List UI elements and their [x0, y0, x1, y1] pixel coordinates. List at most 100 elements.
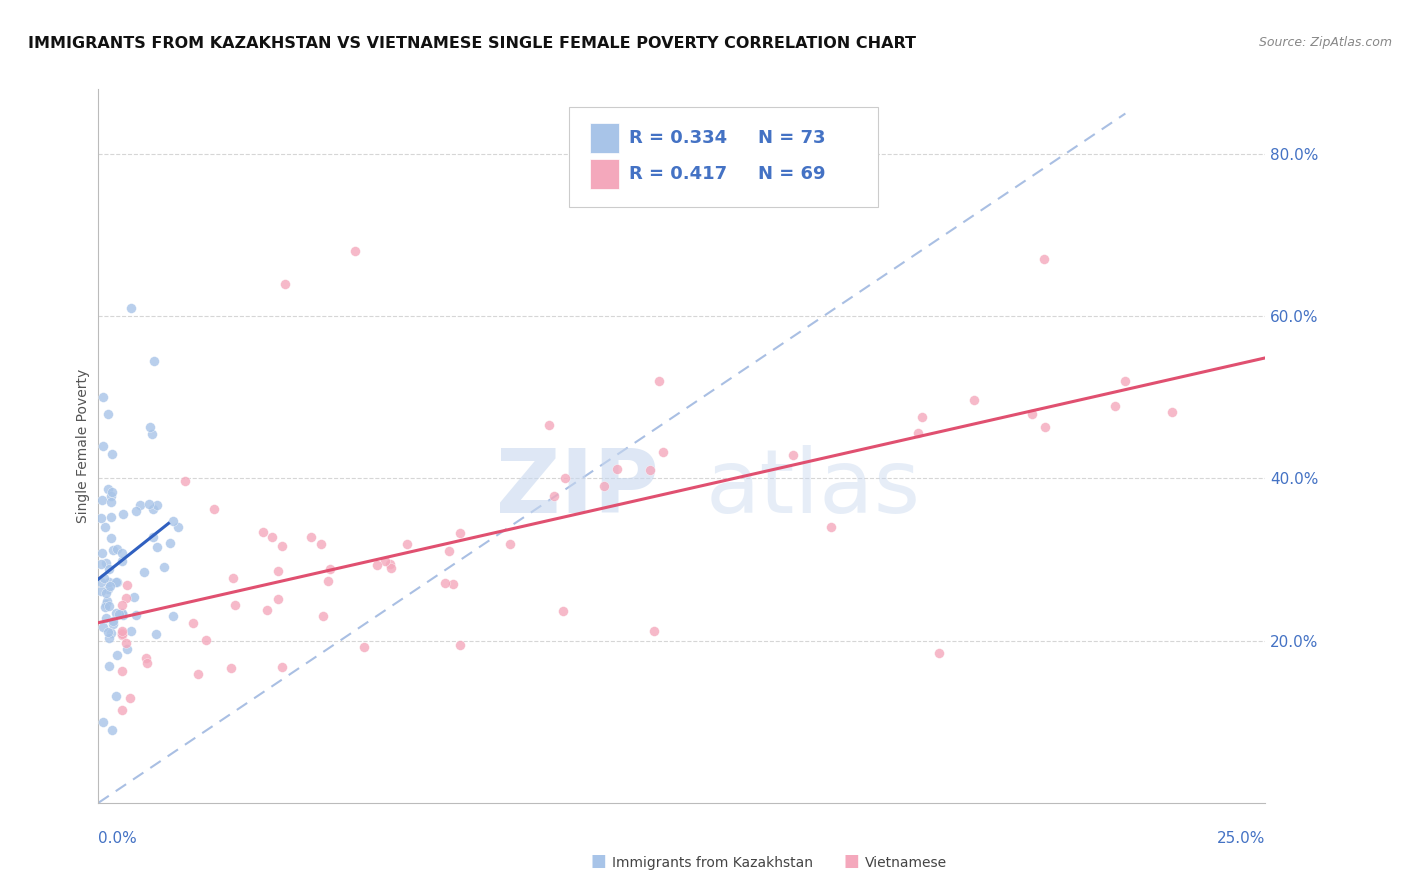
Point [202, 501, 225, 516]
Point [107, 607, 129, 621]
Point [173, 475, 195, 489]
Point [97, 625, 120, 640]
Point [1161, 405, 1184, 419]
Text: N = 73: N = 73 [758, 129, 825, 147]
Point [129, 498, 152, 512]
Point [111, 546, 134, 560]
Point [94, 520, 117, 534]
Point [97, 482, 120, 496]
Point [820, 520, 842, 534]
Point [141, 426, 163, 441]
Point [94, 611, 117, 625]
Point [152, 560, 174, 574]
Text: 25.0%: 25.0% [1218, 831, 1265, 847]
Point [111, 626, 134, 640]
Point [132, 565, 155, 579]
Point [91, 439, 114, 453]
Point [120, 624, 142, 638]
Point [105, 574, 128, 589]
Point [98, 561, 121, 575]
Point [353, 640, 375, 654]
Point [143, 354, 166, 368]
Point [162, 608, 184, 623]
Point [100, 489, 122, 503]
Point [97, 631, 120, 645]
Text: ■: ■ [591, 852, 606, 870]
Point [90, 511, 112, 525]
Text: R = 0.334: R = 0.334 [630, 129, 727, 147]
Point [1021, 407, 1043, 421]
Point [90, 584, 112, 599]
Point [104, 575, 127, 590]
Point [224, 598, 246, 612]
Point [374, 554, 396, 568]
Point [267, 591, 290, 606]
Point [101, 447, 124, 461]
Point [91, 714, 114, 729]
Text: R = 0.417: R = 0.417 [630, 165, 727, 183]
Point [97, 582, 120, 597]
Text: IMMIGRANTS FROM KAZAKHSTAN VS VIETNAMESE SINGLE FEMALE POVERTY CORRELATION CHART: IMMIGRANTS FROM KAZAKHSTAN VS VIETNAMESE… [28, 36, 917, 51]
Point [441, 577, 464, 591]
Point [271, 539, 294, 553]
Point [256, 603, 278, 617]
Text: N = 69: N = 69 [758, 165, 825, 183]
Point [647, 374, 669, 388]
Point [111, 599, 134, 613]
Point [651, 445, 673, 459]
Point [112, 608, 135, 623]
Point [105, 648, 128, 662]
Point [219, 661, 242, 675]
Point [114, 636, 136, 650]
Point [118, 691, 141, 706]
Point [380, 561, 402, 575]
Point [122, 590, 145, 604]
Point [643, 624, 665, 638]
Point [449, 526, 471, 541]
Point [146, 541, 169, 555]
Point [911, 409, 934, 424]
Point [101, 617, 124, 632]
Point [101, 543, 124, 558]
FancyBboxPatch shape [589, 123, 619, 153]
Point [111, 628, 134, 642]
Point [120, 301, 142, 315]
Point [299, 530, 322, 544]
Point [96, 594, 118, 608]
Y-axis label: Single Female Poverty: Single Female Poverty [76, 369, 90, 523]
Point [162, 514, 184, 528]
Point [1035, 420, 1057, 434]
Point [266, 564, 288, 578]
Point [963, 392, 986, 407]
Point [105, 542, 128, 557]
Point [96, 586, 118, 600]
Point [142, 530, 165, 544]
Point [499, 537, 522, 551]
Point [101, 484, 124, 499]
Point [115, 642, 138, 657]
Text: Source: ZipAtlas.com: Source: ZipAtlas.com [1258, 36, 1392, 49]
Point [101, 614, 124, 628]
Text: ■: ■ [844, 852, 859, 870]
Point [606, 462, 628, 476]
FancyBboxPatch shape [589, 159, 619, 189]
Point [125, 504, 148, 518]
Point [97, 407, 120, 421]
Point [366, 558, 388, 572]
Point [111, 624, 134, 638]
Point [782, 448, 804, 462]
Point [312, 609, 335, 624]
Text: Immigrants from Kazakhstan: Immigrants from Kazakhstan [612, 855, 813, 870]
Point [260, 530, 283, 544]
Point [94, 556, 117, 570]
Point [593, 479, 616, 493]
Point [135, 650, 157, 665]
Point [117, 578, 139, 592]
Point [187, 666, 209, 681]
Point [105, 607, 128, 621]
Point [928, 646, 950, 660]
Point [222, 571, 245, 585]
Point [111, 507, 134, 521]
Point [100, 494, 122, 508]
Point [181, 615, 204, 630]
